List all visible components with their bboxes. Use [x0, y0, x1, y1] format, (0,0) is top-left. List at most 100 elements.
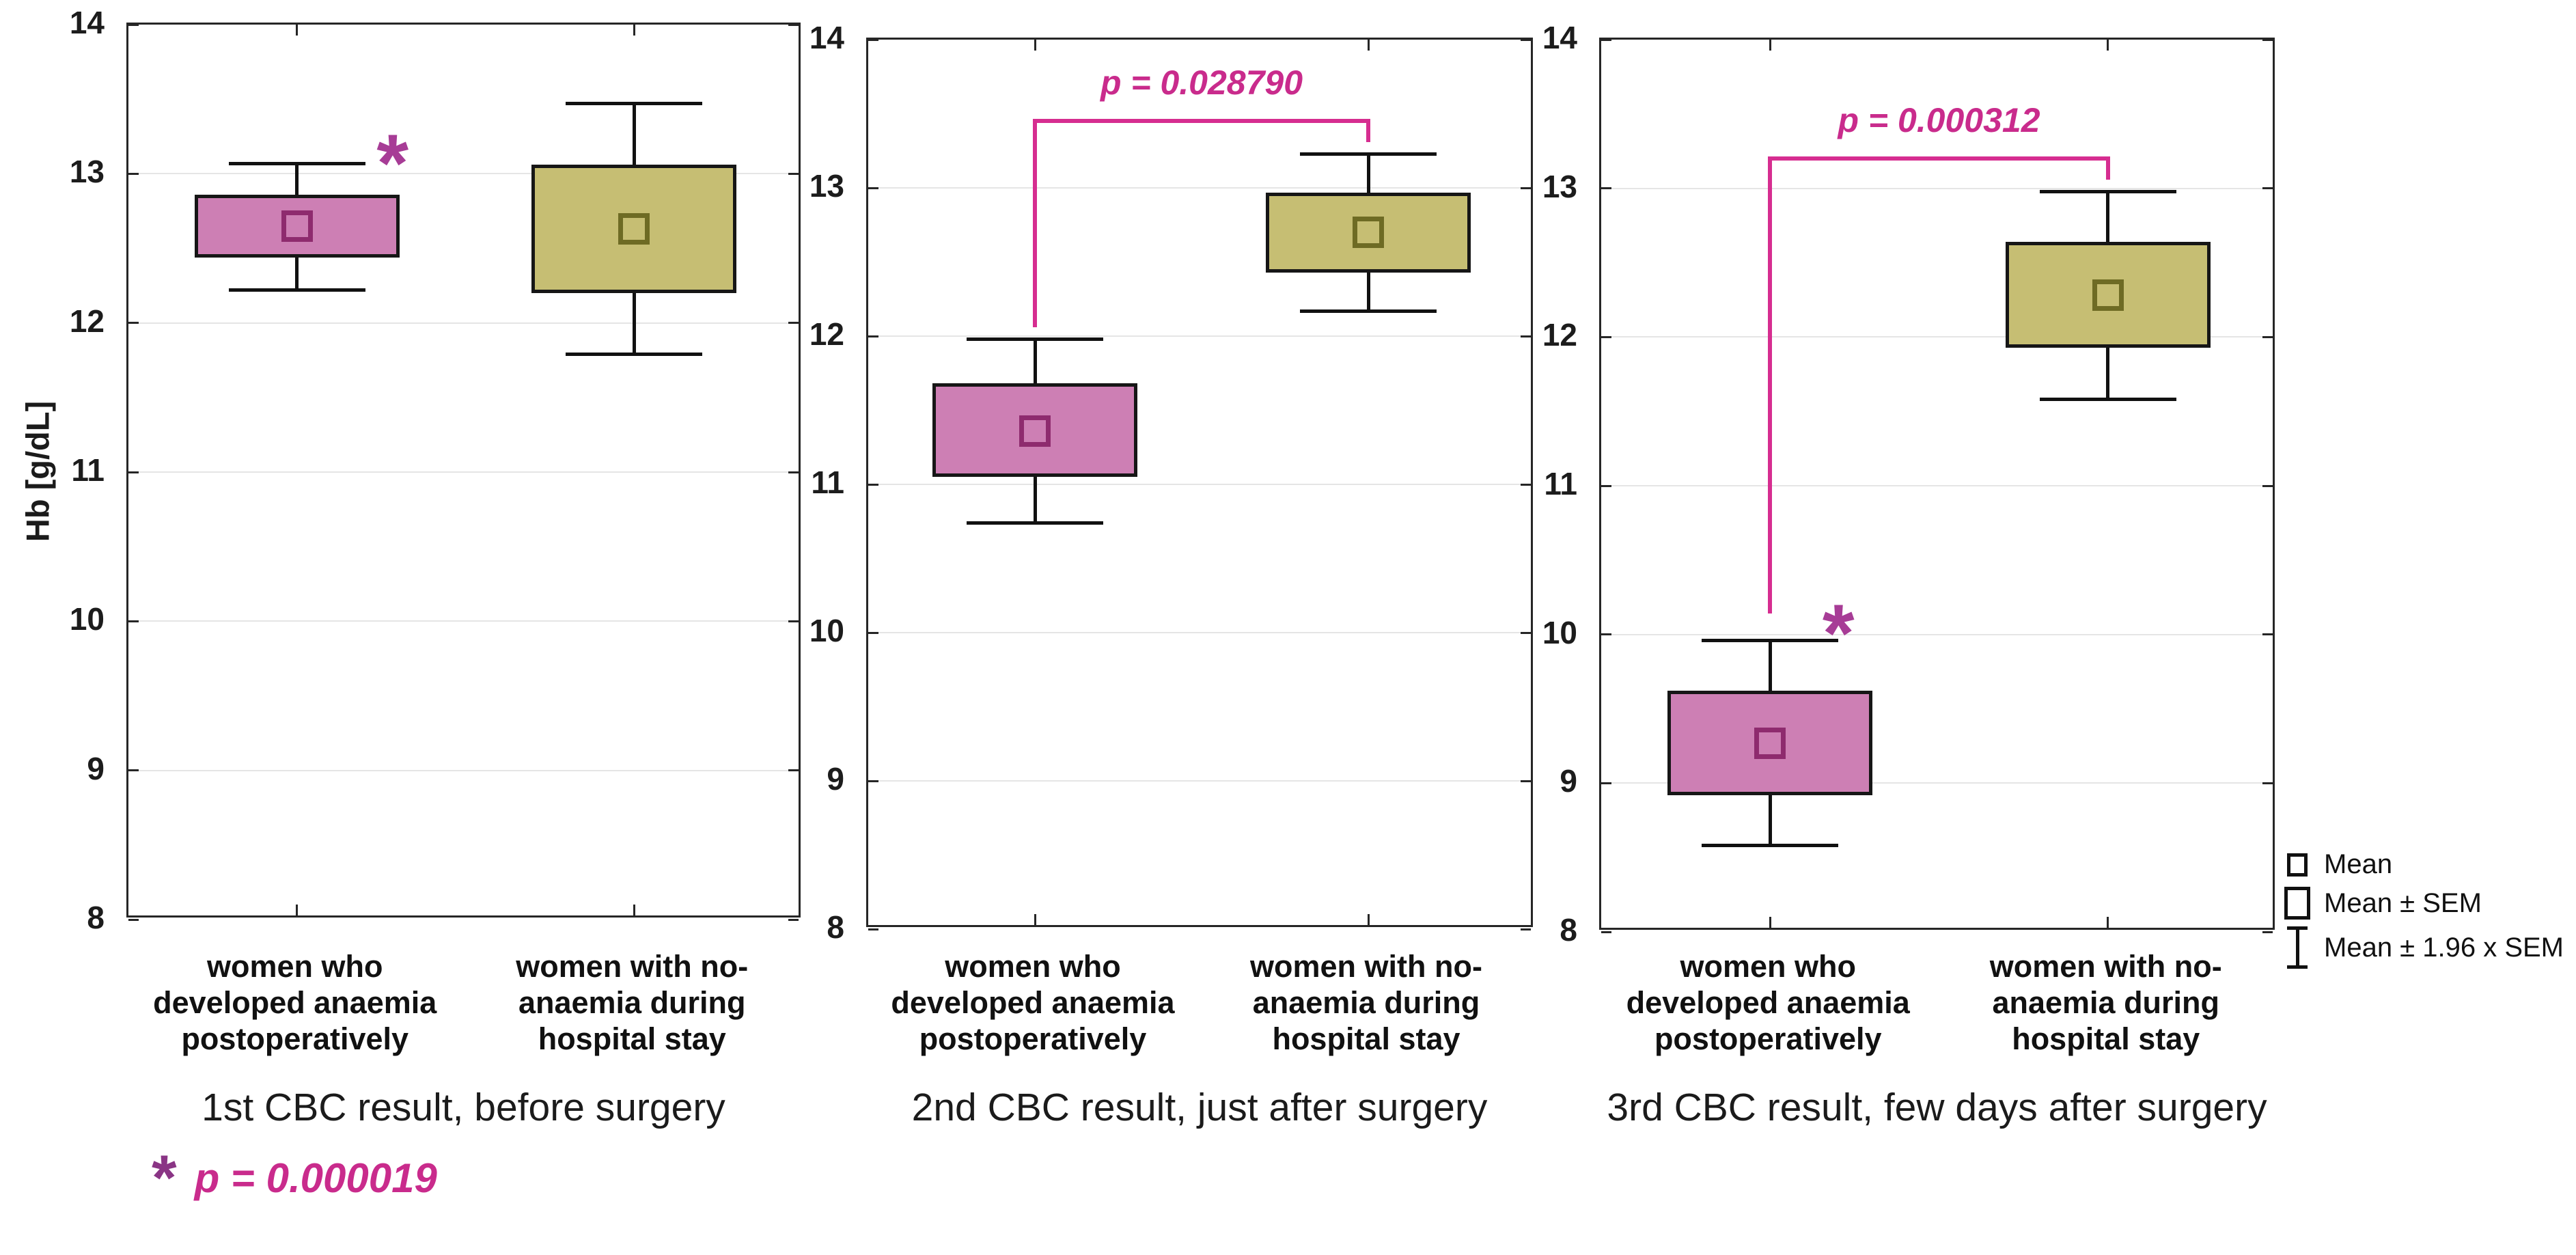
y-tick-label: 9 — [1560, 763, 1577, 799]
y-tick-mark — [1521, 38, 1531, 41]
sem-box-no-anaemia — [531, 165, 737, 293]
y-tick-mark — [128, 620, 139, 622]
whisker-cap — [1300, 152, 1437, 156]
legend-row-whisker: Mean ± 1.96 x SEM — [2275, 926, 2564, 969]
whisker-cap — [967, 521, 1103, 525]
whisker-cap — [2039, 398, 2176, 402]
y-tick-mark — [128, 769, 139, 772]
y-tick-label: 10 — [809, 613, 844, 648]
y-tick-mark — [788, 620, 799, 622]
y-tick-label: 10 — [69, 601, 105, 637]
y-tick-label: 14 — [809, 20, 844, 55]
y-tick-mark — [1521, 928, 1531, 930]
y-tick-mark — [1601, 335, 1611, 338]
p-value-label: p = 0.000312 — [1838, 100, 2040, 139]
whisker-cap — [2039, 189, 2176, 193]
y-tick-label: 8 — [1560, 912, 1577, 948]
panel-caption: 1st CBC result, before surgery — [202, 1086, 725, 1129]
gridline — [1601, 187, 2273, 189]
gridline — [128, 620, 799, 622]
panel-2: p = 0.028790 — [866, 38, 1533, 930]
y-tick-mark — [128, 172, 139, 175]
y-tick-mark — [1601, 187, 1611, 190]
whisker-cap — [228, 288, 365, 292]
footnote-asterisk-icon: * — [152, 1142, 177, 1213]
x-tick-mark — [296, 25, 299, 36]
gridline — [868, 780, 1531, 782]
y-tick-mark — [868, 187, 878, 189]
y-tick-mark — [2262, 633, 2273, 636]
panel-3: p = 0.000312 * — [1599, 38, 2275, 933]
y-tick-mark — [1521, 335, 1531, 337]
x-tick-mark — [1034, 40, 1036, 51]
category-label: women with no-anaemia during hospital sta… — [516, 949, 749, 1056]
gridline — [868, 187, 1531, 189]
sem-box-anaemia — [1667, 691, 1873, 795]
y-tick-mark — [788, 322, 799, 325]
whisker-cap — [1300, 309, 1437, 313]
sem-box-no-anaemia — [1266, 192, 1471, 273]
gridline — [1601, 336, 2273, 338]
footnote-p-value: p = 0.000019 — [194, 1155, 437, 1201]
gridline — [868, 632, 1531, 633]
gridline — [128, 769, 799, 771]
y-tick-label: 9 — [87, 750, 105, 786]
y-tick-mark — [788, 471, 799, 473]
legend-row-mean: Mean — [2275, 849, 2564, 880]
whisker-cap — [566, 353, 703, 357]
gridline — [868, 484, 1531, 485]
y-tick-label: 10 — [1542, 614, 1577, 650]
x-tick-mark — [1367, 40, 1370, 51]
y-tick-mark — [2262, 38, 2273, 41]
p-value-bracket-right — [1366, 121, 1370, 142]
legend: Mean Mean ± SEM Mean ± 1.96 x SEM — [2275, 849, 2564, 976]
y-tick-mark — [2262, 782, 2273, 784]
gridline — [128, 173, 799, 175]
p-value-bracket-right — [2105, 158, 2110, 180]
x-tick-mark — [1367, 914, 1370, 925]
category-label: women with no-anaemia during hospital sta… — [1989, 949, 2222, 1056]
panel-caption: 2nd CBC result, just after surgery — [911, 1086, 1488, 1129]
whisker-cap — [967, 337, 1103, 341]
y-tick-mark — [2262, 187, 2273, 190]
y-tick-mark — [868, 631, 878, 634]
x-tick-mark — [2107, 40, 2109, 51]
y-tick-label: 11 — [1544, 466, 1577, 501]
sem-box-icon — [2284, 887, 2310, 920]
p-value-bracket-left — [1768, 158, 1773, 614]
y-tick-label: 12 — [69, 303, 105, 339]
sem-box-anaemia — [194, 194, 400, 258]
y-tick-mark — [128, 322, 139, 325]
gridline — [128, 471, 799, 473]
y-tick-label: 13 — [69, 154, 105, 190]
y-tick-mark — [788, 918, 799, 921]
y-tick-mark — [2262, 335, 2273, 338]
y-tick-mark — [1521, 187, 1531, 189]
whisker-cap — [1702, 638, 1839, 642]
y-tick-label: 11 — [811, 465, 844, 500]
sem-box-no-anaemia — [2005, 242, 2211, 348]
x-tick-mark — [633, 25, 635, 36]
significance-asterisk-icon: * — [376, 118, 409, 210]
whisker-cap — [1702, 844, 1839, 848]
gridline — [868, 335, 1531, 337]
y-tick-label: 9 — [827, 761, 844, 797]
whisker-cap — [228, 161, 365, 165]
y-tick-mark — [2262, 930, 2273, 933]
mean-marker — [2092, 279, 2124, 312]
y-tick-mark — [2262, 484, 2273, 487]
gridline — [128, 322, 799, 324]
y-tick-label: 8 — [87, 900, 105, 935]
category-label: women with no-anaemia during hospital sta… — [1250, 949, 1482, 1056]
y-tick-mark — [868, 335, 878, 337]
legend-row-sem: Mean ± SEM — [2275, 887, 2564, 920]
y-tick-mark — [788, 172, 799, 175]
y-tick-mark — [868, 483, 878, 486]
y-tick-label: 14 — [69, 5, 105, 40]
category-label: women who developed anaemia postoperativel… — [891, 949, 1175, 1056]
sem-box-anaemia — [932, 383, 1137, 478]
mean-marker — [1019, 415, 1051, 447]
gridline — [1601, 485, 2273, 486]
p-value-label: p = 0.028790 — [1100, 63, 1303, 102]
